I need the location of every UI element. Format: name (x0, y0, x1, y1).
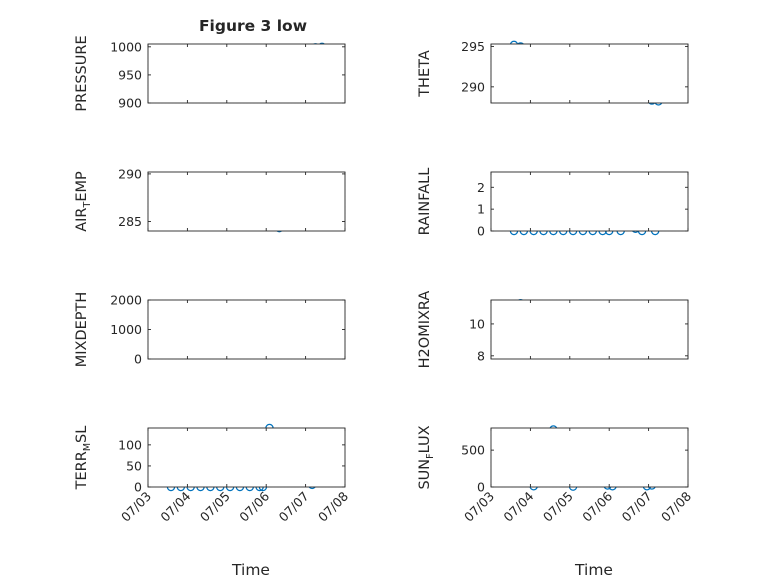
y-tick-label: 0 (477, 480, 485, 495)
y-tick-label: 8 (477, 348, 485, 363)
y-axis-label: SUNFLUX (417, 425, 436, 489)
y-tick-label: 950 (118, 67, 142, 82)
y-tick-label: 500 (461, 443, 485, 458)
y-tick-label: 1 (477, 202, 485, 217)
y-axis-label: PRESSURE (74, 35, 90, 111)
axes-box (490, 171, 689, 232)
y-tick-label: 900 (118, 96, 142, 111)
y-tick-label: 100 (118, 437, 142, 452)
x-tick-label: 07/04 (500, 488, 536, 524)
axes-box (490, 299, 689, 360)
x-tick-label: 07/08 (658, 488, 694, 524)
x-tick-label: 07/06 (236, 488, 272, 524)
y-tick-label: 10 (469, 316, 485, 331)
axes-box (147, 427, 346, 488)
y-tick-label: 1000 (110, 39, 142, 54)
x-axis-label-left: Time (231, 561, 270, 579)
y-tick-label: 285 (118, 214, 142, 229)
y-tick-label: 290 (118, 166, 142, 181)
y-tick-label: 50 (126, 458, 142, 473)
figure-title: Figure 3 low (199, 17, 307, 35)
y-tick-label: 295 (461, 39, 485, 54)
subplot-3: 285 290 AIRTEMP (74, 166, 346, 233)
y-axis-label: MIXDEPTH (74, 292, 90, 368)
axes-box (147, 43, 346, 104)
y-axis-label: H2OMIXRA (417, 291, 433, 369)
y-axis-label: TERRMSL (74, 426, 93, 491)
x-tick-label: 07/05 (197, 489, 233, 525)
y-axis-label: RAINFALL (417, 168, 433, 236)
y-axis-label: AIRTEMP (74, 171, 93, 232)
subplot-4: 0 1 2 RAINFALL (417, 168, 689, 239)
subplot-2: 290 295 THETA (417, 39, 689, 106)
axes-box (147, 299, 346, 360)
y-tick-label: 0 (134, 480, 142, 495)
x-tick-label: 07/08 (315, 488, 351, 524)
subplot-6: 8 10 H2OMIXRA (417, 291, 689, 369)
x-tick-label: 07/07 (619, 489, 655, 525)
x-tick-label: 07/07 (276, 489, 312, 525)
x-tick-label: 07/06 (579, 488, 615, 524)
x-tick-label: 07/04 (157, 488, 193, 524)
y-tick-label: 290 (461, 79, 485, 94)
y-axis-label: THETA (417, 50, 433, 98)
y-tick-label: 1000 (110, 322, 142, 337)
subplot-1: 900 950 1000 PRESSURE (74, 35, 346, 112)
x-axis-label-right: Time (574, 561, 613, 579)
axes-box (490, 43, 689, 104)
y-tick-label: 2 (477, 180, 485, 195)
y-tick-label: 0 (477, 224, 485, 239)
subplot-5: 0 1000 2000 MIXDEPTH (74, 292, 346, 368)
y-tick-label: 0 (134, 352, 142, 367)
axes-box (490, 427, 689, 488)
y-tick-label: 2000 (110, 293, 142, 308)
axes-box (147, 171, 346, 232)
x-tick-label: 07/05 (540, 489, 576, 525)
